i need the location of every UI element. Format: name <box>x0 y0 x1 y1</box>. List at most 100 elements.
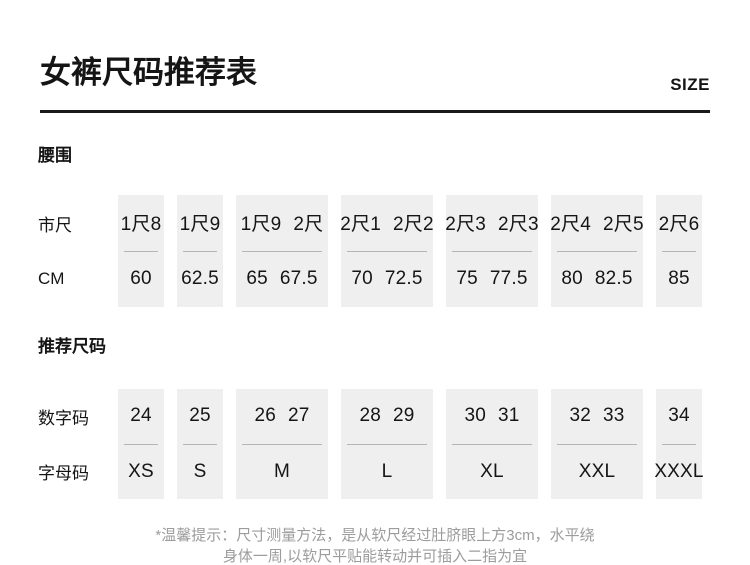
cell-top: 24 <box>118 389 164 444</box>
cell-bottom: L <box>341 445 433 500</box>
size-column: 34 XXXL <box>654 389 704 500</box>
cell-divider <box>662 250 696 252</box>
cell-value: 26 <box>254 405 276 427</box>
cell-value: 2尺6 <box>658 214 700 236</box>
cell-bottom: 75 77.5 <box>446 252 538 308</box>
cell-top: 26 27 <box>236 389 328 444</box>
row-labels: 数字码 字母码 <box>38 389 89 499</box>
cell-value: 30 <box>464 405 486 427</box>
cell-bottom: XXL <box>551 445 643 500</box>
size-column: 2尺4 2尺5 80 82.5 <box>550 195 644 307</box>
cell-value: 28 <box>359 405 381 427</box>
cell-divider <box>557 443 637 445</box>
page-title: 女裤尺码推荐表 <box>40 55 257 90</box>
cell-bottom: S <box>177 445 223 500</box>
cell-value: S <box>193 460 207 482</box>
cell-divider <box>242 250 322 252</box>
size-column: 24 XS <box>118 389 164 499</box>
cell-value: 24 <box>130 405 152 427</box>
cell-bottom: XS <box>118 445 164 500</box>
cell-divider <box>183 250 217 252</box>
cell-divider <box>452 443 532 445</box>
cell-top: 28 29 <box>341 389 433 444</box>
cell-bottom: XXXL <box>654 445 703 500</box>
cell-divider <box>662 443 696 445</box>
cell-value: 72.5 <box>384 268 423 290</box>
size-column: 1尺9 62.5 <box>177 195 223 307</box>
size-table: 市尺 CM 1尺8 60 1尺9 62.5 1尺9 2尺 65 67.5 2尺1 2尺2 70 72.… <box>0 195 750 307</box>
cell-value: 67.5 <box>279 268 318 290</box>
cell-divider <box>347 250 427 252</box>
cell-value: 2尺 <box>293 214 324 236</box>
cell-divider <box>124 443 158 445</box>
cell-top: 2尺6 <box>656 195 702 251</box>
cell-bottom: 62.5 <box>177 252 223 308</box>
cell-value: 82.5 <box>594 268 633 290</box>
cell-value: 77.5 <box>489 268 528 290</box>
footnote-line-1: *温馨提示：尺寸测量方法，是从软尺经过肚脐眼上方3cm，水平绕 <box>155 527 595 544</box>
cell-value: 27 <box>288 405 310 427</box>
size-column: 25 S <box>177 389 223 499</box>
cell-bottom: 65 67.5 <box>236 252 328 308</box>
cell-divider <box>183 443 217 445</box>
cell-top: 1尺9 <box>177 195 223 251</box>
row-label-bottom: CM <box>38 269 65 288</box>
size-column: 1尺9 2尺 65 67.5 <box>236 195 328 307</box>
cell-value: M <box>273 460 291 482</box>
title-divider-rule <box>40 110 710 113</box>
size-column: 28 29 L <box>341 389 433 499</box>
cell-top: 1尺8 <box>118 195 164 251</box>
cell-divider <box>124 250 158 252</box>
cell-value: 70 <box>351 268 373 290</box>
cell-value: 1尺8 <box>120 214 162 236</box>
size-column: 26 27 M <box>236 389 328 499</box>
section-heading: 推荐尺码 <box>38 337 106 356</box>
cell-top: 1尺9 2尺 <box>236 195 328 251</box>
cell-value: 80 <box>561 268 583 290</box>
cell-value: 31 <box>498 405 520 427</box>
cell-value: 2尺5 <box>603 214 644 236</box>
cell-value: 60 <box>130 268 152 290</box>
cell-top: 30 31 <box>446 389 538 444</box>
section-heading: 腰围 <box>38 146 72 165</box>
footnote: *温馨提示：尺寸测量方法，是从软尺经过肚脐眼上方3cm，水平绕 身体一周,以软尺… <box>0 525 750 565</box>
size-column: 2尺1 2尺2 70 72.5 <box>340 195 434 308</box>
size-columns: 24 XS 25 S 26 27 M 28 29 L 30 31 XL 32 33 XXL 34 XXXL <box>118 389 704 500</box>
row-label-top: 数字码 <box>38 409 89 428</box>
cell-value: 2尺4 <box>550 214 591 236</box>
cell-divider <box>242 443 322 445</box>
cell-value: 85 <box>668 268 690 290</box>
cell-value: 65 <box>246 268 268 290</box>
size-corner-label: SIZE <box>670 75 710 94</box>
cell-value: 34 <box>668 405 690 427</box>
size-column: 32 33 XXL <box>551 389 643 499</box>
row-label-bottom: 字母码 <box>38 464 89 483</box>
cell-top: 25 <box>177 389 223 444</box>
cell-value: 33 <box>603 405 625 427</box>
cell-bottom: 60 <box>118 252 164 308</box>
row-labels: 市尺 CM <box>38 195 72 307</box>
cell-value: 29 <box>393 405 415 427</box>
cell-top: 2尺4 2尺5 <box>550 195 644 251</box>
cell-value: L <box>381 460 393 482</box>
cell-bottom: 70 72.5 <box>341 252 433 308</box>
cell-top: 32 33 <box>551 389 643 444</box>
cell-divider <box>557 250 637 252</box>
size-column: 2尺6 85 <box>656 195 702 307</box>
cell-value: XL <box>480 460 504 482</box>
cell-bottom: 85 <box>656 252 702 308</box>
cell-value: 62.5 <box>181 268 219 290</box>
cell-value: XS <box>128 460 154 482</box>
size-columns: 1尺8 60 1尺9 62.5 1尺9 2尺 65 67.5 2尺1 2尺2 70 72.5 2尺3 2尺… <box>118 195 702 307</box>
cell-top: 34 <box>656 389 702 444</box>
cell-bottom: M <box>236 445 328 500</box>
cell-value: 2尺3 <box>498 214 539 236</box>
cell-value: 2尺3 <box>445 214 486 236</box>
row-label-top: 市尺 <box>38 215 72 235</box>
cell-divider <box>347 443 427 445</box>
cell-value: 25 <box>189 405 211 427</box>
cell-divider <box>452 250 532 252</box>
